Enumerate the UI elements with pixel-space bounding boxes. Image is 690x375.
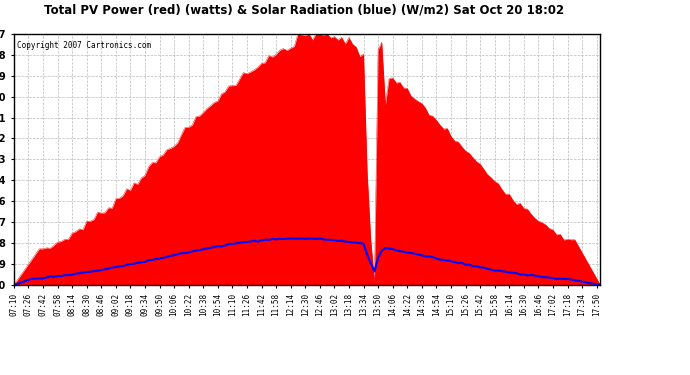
Text: Total PV Power (red) (watts) & Solar Radiation (blue) (W/m2) Sat Oct 20 18:02: Total PV Power (red) (watts) & Solar Rad… xyxy=(43,4,564,17)
Text: Copyright 2007 Cartronics.com: Copyright 2007 Cartronics.com xyxy=(17,41,151,50)
